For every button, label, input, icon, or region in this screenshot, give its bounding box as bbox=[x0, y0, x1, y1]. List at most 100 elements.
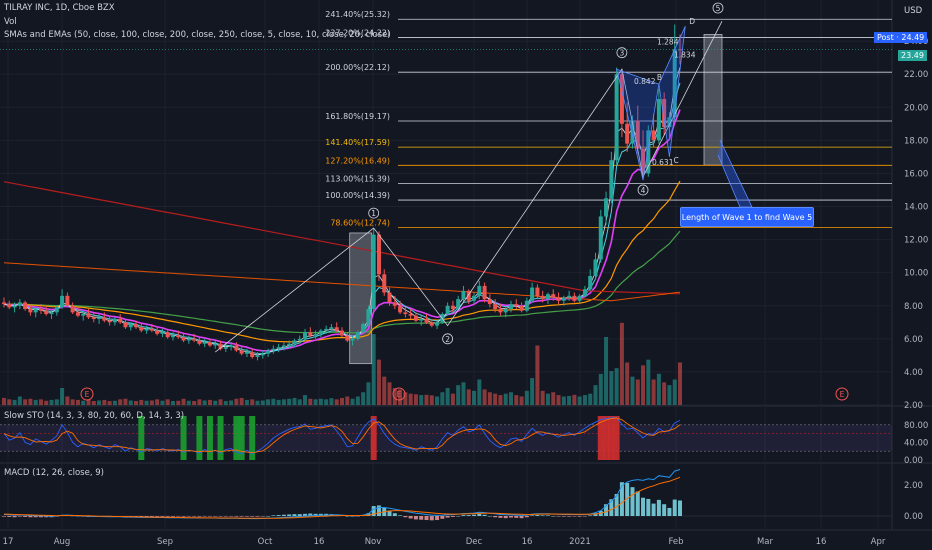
volume-bar bbox=[123, 398, 128, 405]
macd-histogram-bar bbox=[604, 504, 609, 516]
volume-bar bbox=[202, 400, 207, 405]
price-tick-label: 14.00 bbox=[904, 203, 928, 213]
candle-body bbox=[609, 160, 614, 199]
candle-body bbox=[12, 305, 17, 308]
volume-bar bbox=[49, 399, 54, 405]
macd-histogram-bar bbox=[303, 513, 308, 516]
candle-body bbox=[461, 290, 466, 300]
candle-body bbox=[70, 305, 75, 313]
candle-body bbox=[392, 302, 397, 306]
fib-level-label: 100.00%(14.39) bbox=[325, 191, 390, 200]
volume-bar bbox=[398, 389, 403, 405]
candle-body bbox=[239, 350, 244, 354]
candle-body bbox=[487, 299, 492, 305]
volume-bar bbox=[324, 399, 329, 405]
price-tick-label: 10.00 bbox=[904, 269, 928, 279]
time-tick-label: Dec bbox=[466, 537, 483, 547]
volume-bar bbox=[102, 399, 107, 405]
volume-bar bbox=[641, 365, 646, 405]
volume-bar bbox=[530, 378, 535, 405]
macd-histogram-bar bbox=[450, 516, 455, 517]
volume-bar bbox=[28, 398, 33, 405]
macd-histogram-bar bbox=[429, 516, 434, 521]
volume-bar bbox=[86, 399, 91, 405]
volume-bar bbox=[244, 399, 249, 405]
macd-histogram-bar bbox=[234, 516, 239, 517]
ma-legend[interactable]: SMAs and EMAs (50, close, 100, close, 20… bbox=[4, 30, 391, 40]
ma-250-line bbox=[3, 262, 681, 302]
volume-legend[interactable]: Vol bbox=[4, 17, 17, 27]
macd-histogram-bar bbox=[662, 504, 667, 516]
volume-bar bbox=[186, 400, 191, 405]
candle-body bbox=[540, 295, 545, 300]
volume-bar bbox=[160, 400, 165, 405]
candle-body bbox=[97, 317, 102, 319]
stoch-tick-label: 40.00 bbox=[904, 438, 928, 448]
volume-bar bbox=[287, 398, 292, 405]
volume-bar bbox=[604, 337, 609, 405]
volume-bar bbox=[91, 401, 96, 405]
volume-bar bbox=[582, 395, 587, 405]
stoch-oversold-bar bbox=[217, 416, 224, 460]
macd-histogram-bar bbox=[313, 513, 318, 516]
candle-body bbox=[350, 338, 355, 341]
wave-label: 2 bbox=[445, 335, 450, 344]
volume-bar bbox=[54, 399, 59, 405]
pattern-label-d: D bbox=[689, 17, 695, 26]
macd-histogram-bar bbox=[503, 516, 508, 519]
macd-histogram-bar bbox=[255, 516, 260, 517]
macd-histogram-bar bbox=[614, 493, 619, 516]
macd-signal-line bbox=[3, 476, 681, 519]
volume-bar bbox=[112, 400, 117, 405]
macd-histogram-bar bbox=[545, 515, 550, 516]
time-tick-label: Sep bbox=[157, 537, 173, 547]
pattern-ratio: 0.631 bbox=[652, 158, 674, 167]
macd-histogram-bar bbox=[287, 514, 292, 516]
volume-bar bbox=[361, 392, 366, 405]
macd-histogram-bar bbox=[408, 516, 413, 519]
candle-body bbox=[419, 318, 424, 321]
volume-bar bbox=[561, 396, 566, 405]
macd-histogram-bar bbox=[609, 499, 614, 516]
currency-label[interactable]: USD bbox=[904, 6, 923, 16]
macd-histogram-bar bbox=[244, 516, 249, 517]
macd-line bbox=[3, 469, 681, 520]
candle-body bbox=[54, 307, 59, 313]
candle-body bbox=[91, 317, 96, 319]
macd-histogram-bar bbox=[229, 516, 234, 517]
candle-body bbox=[667, 117, 672, 128]
pattern-label-c: C bbox=[673, 156, 678, 165]
candle-body bbox=[75, 312, 80, 316]
price-tick-label: 16.00 bbox=[904, 169, 928, 179]
stoch-overbought-bar bbox=[608, 416, 615, 460]
volume-bar bbox=[514, 395, 519, 405]
volume-bar bbox=[535, 345, 540, 405]
macd-histogram-bar bbox=[155, 516, 160, 517]
volume-bar bbox=[297, 399, 302, 405]
volume-bar bbox=[281, 399, 286, 405]
stoch-legend[interactable]: Slow STO (14, 3, 3, 80, 20, 60, D, 14, 3… bbox=[4, 411, 185, 421]
candle-body bbox=[260, 353, 265, 356]
volume-bar bbox=[266, 399, 271, 405]
stoch-oversold-bar bbox=[138, 416, 145, 460]
volume-bar bbox=[97, 400, 102, 405]
fib-level-label: 227.20%(24.22) bbox=[325, 28, 390, 37]
candle-body bbox=[593, 259, 598, 276]
volume-bar bbox=[493, 393, 498, 405]
volume-bar bbox=[588, 393, 593, 405]
macd-histogram-bar bbox=[176, 516, 181, 517]
macd-legend[interactable]: MACD (12, 26, close, 9) bbox=[4, 468, 104, 478]
chart-title: TILRAY INC, 1D, Cboe BZX bbox=[4, 3, 115, 13]
candle-body bbox=[49, 312, 54, 315]
earnings-marker-icon bbox=[392, 387, 406, 401]
candle-body bbox=[107, 320, 112, 323]
macd-histogram-bar bbox=[192, 516, 197, 517]
candle-body bbox=[651, 130, 656, 141]
macd-histogram-bar bbox=[456, 516, 461, 517]
wave-annotation[interactable]: Length of Wave 1 to find Wave 5 bbox=[680, 207, 814, 227]
price-tick-label: 4.00 bbox=[904, 368, 923, 378]
candle-body bbox=[493, 304, 498, 310]
volume-bar bbox=[38, 399, 43, 405]
macd-histogram-bar bbox=[540, 515, 545, 516]
volume-bar bbox=[334, 399, 339, 405]
